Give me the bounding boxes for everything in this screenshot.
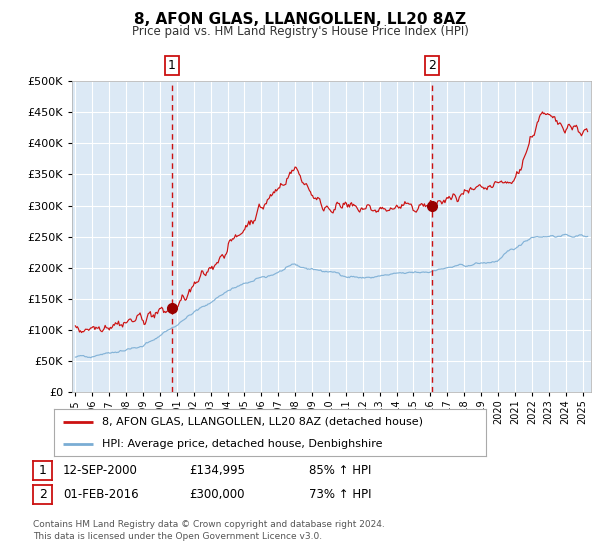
Text: Contains HM Land Registry data © Crown copyright and database right 2024.: Contains HM Land Registry data © Crown c… xyxy=(33,520,385,529)
Text: 8, AFON GLAS, LLANGOLLEN, LL20 8AZ (detached house): 8, AFON GLAS, LLANGOLLEN, LL20 8AZ (deta… xyxy=(101,417,422,427)
Text: 8, AFON GLAS, LLANGOLLEN, LL20 8AZ: 8, AFON GLAS, LLANGOLLEN, LL20 8AZ xyxy=(134,12,466,27)
Text: 73% ↑ HPI: 73% ↑ HPI xyxy=(309,488,371,501)
Text: 2: 2 xyxy=(38,488,47,501)
Text: This data is licensed under the Open Government Licence v3.0.: This data is licensed under the Open Gov… xyxy=(33,532,322,541)
Text: 1: 1 xyxy=(168,59,176,72)
Text: 2: 2 xyxy=(428,59,436,72)
Text: HPI: Average price, detached house, Denbighshire: HPI: Average price, detached house, Denb… xyxy=(101,438,382,449)
Text: Price paid vs. HM Land Registry's House Price Index (HPI): Price paid vs. HM Land Registry's House … xyxy=(131,25,469,38)
Text: 85% ↑ HPI: 85% ↑ HPI xyxy=(309,464,371,477)
Text: £300,000: £300,000 xyxy=(189,488,245,501)
Text: 12-SEP-2000: 12-SEP-2000 xyxy=(63,464,138,477)
Text: £134,995: £134,995 xyxy=(189,464,245,477)
Text: 01-FEB-2016: 01-FEB-2016 xyxy=(63,488,139,501)
Text: 1: 1 xyxy=(38,464,47,477)
